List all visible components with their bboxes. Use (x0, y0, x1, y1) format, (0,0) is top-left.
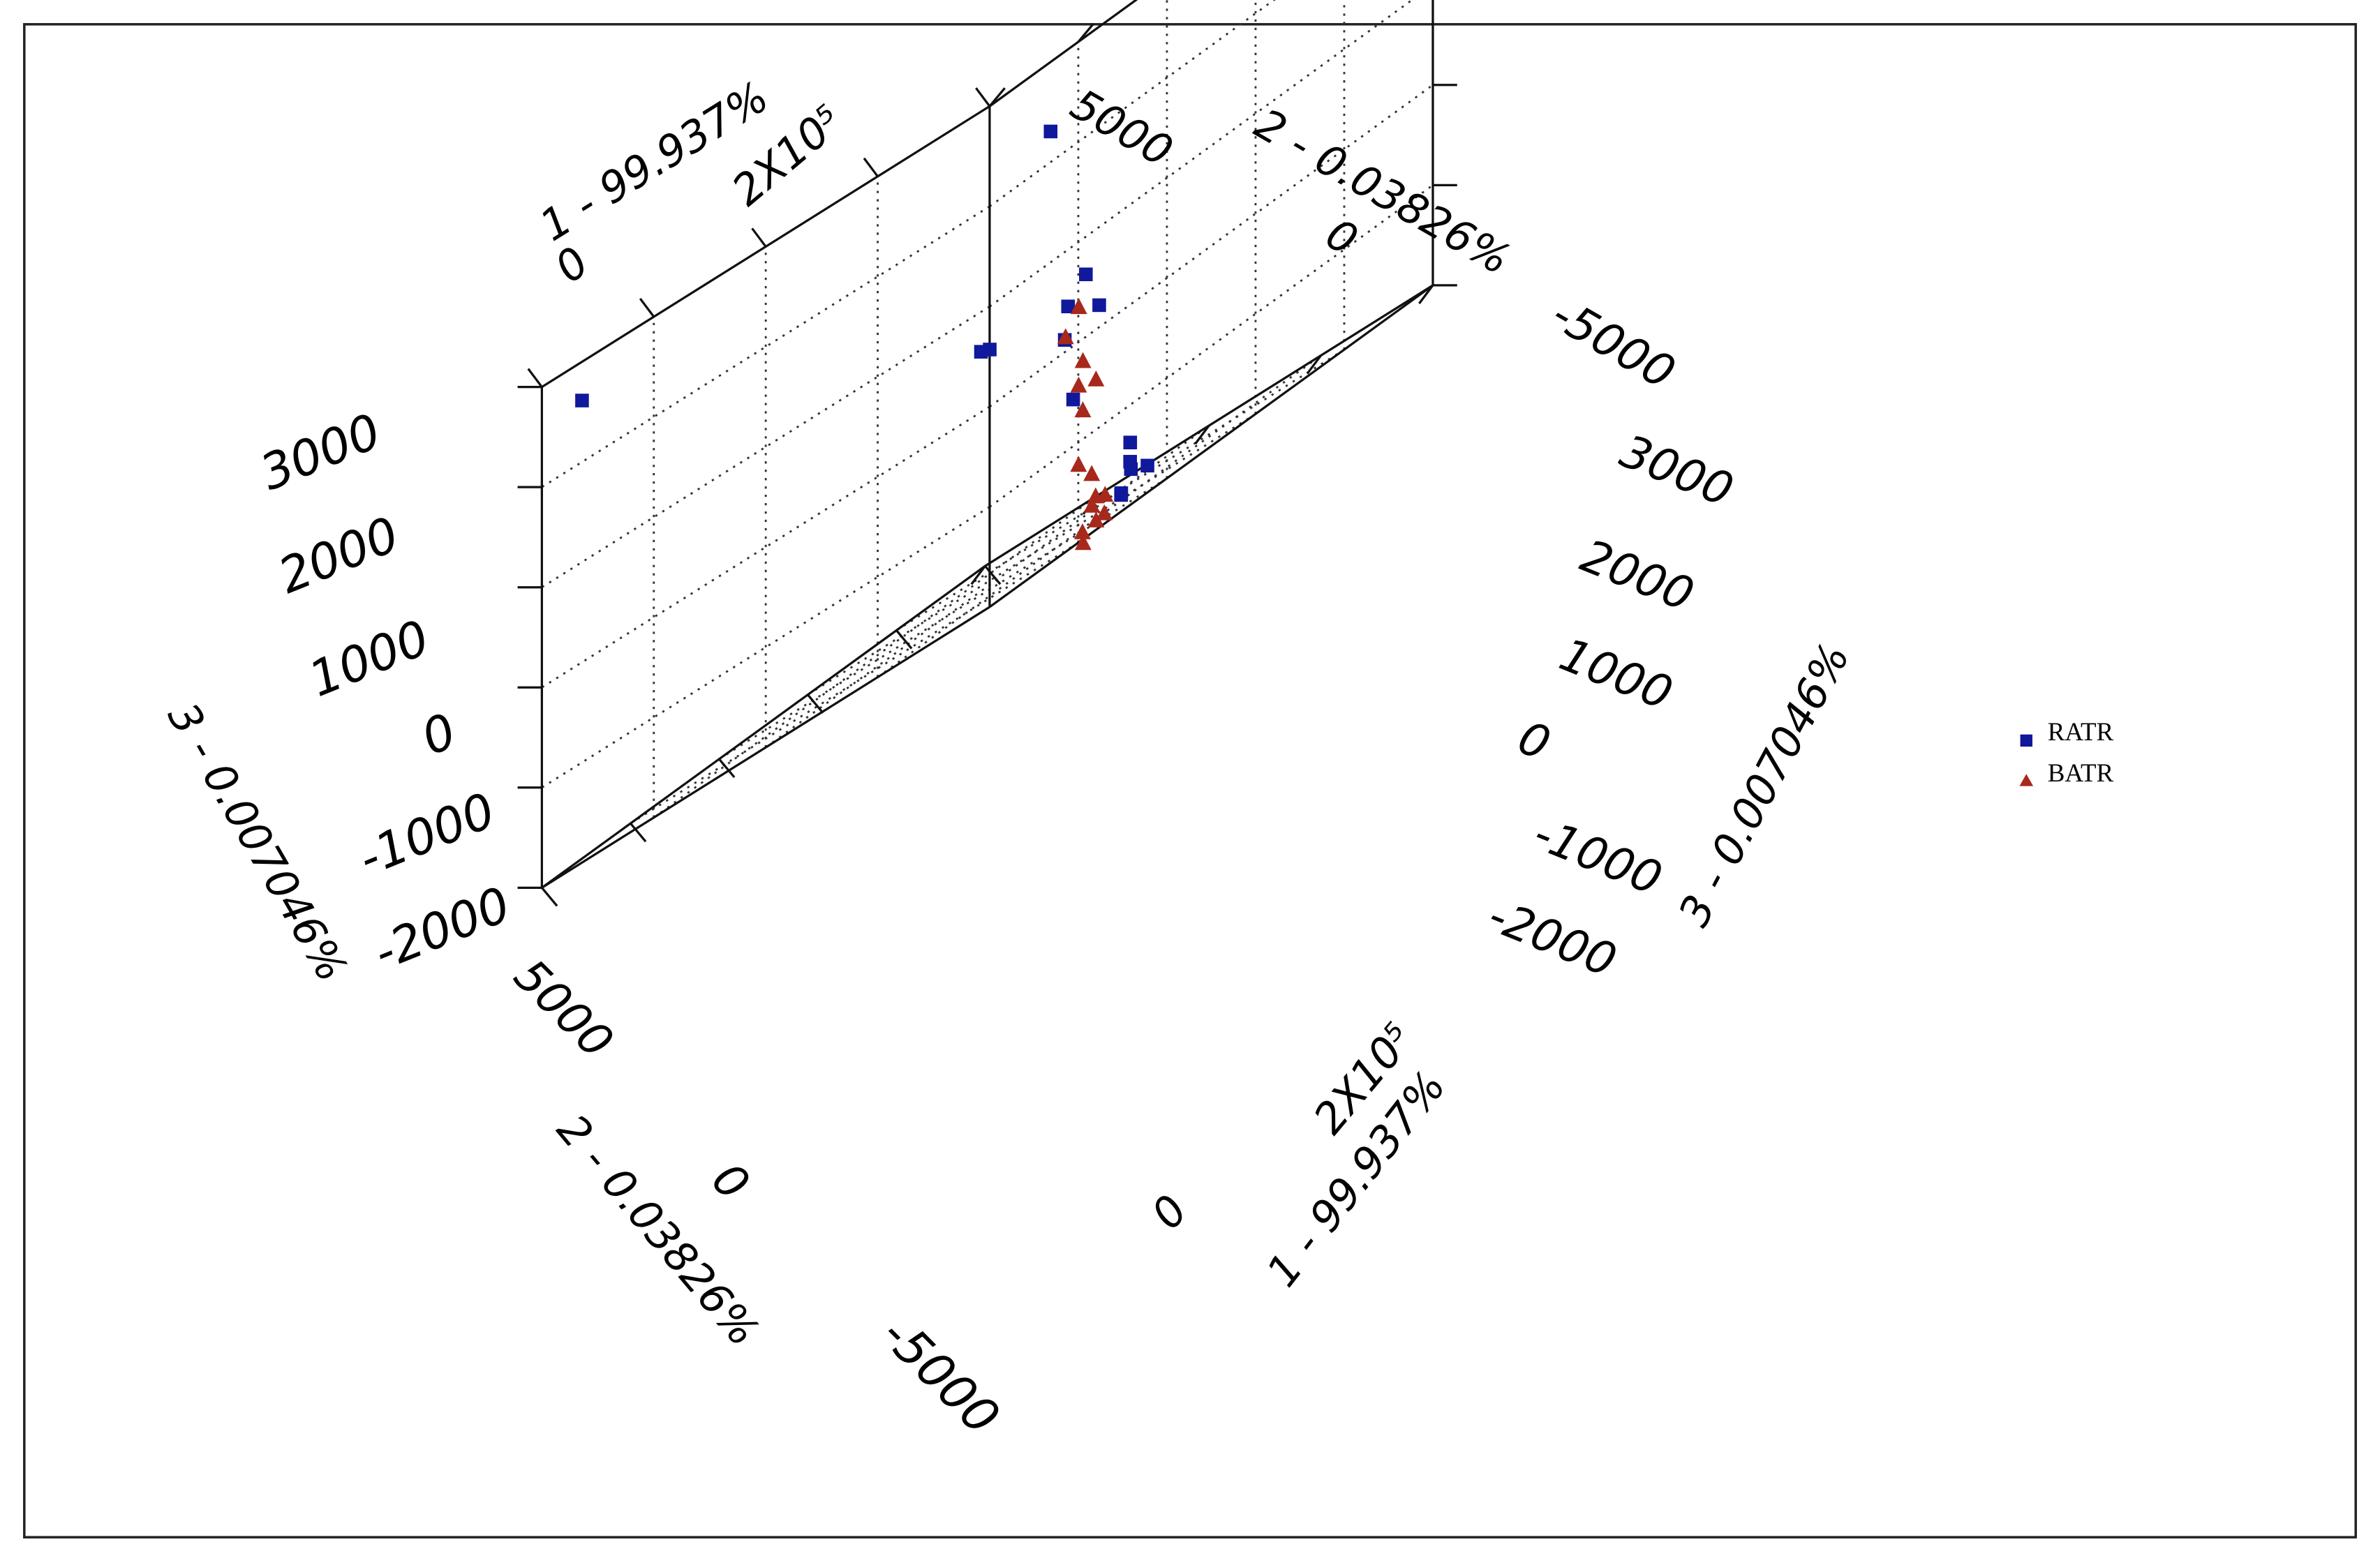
axis2-title-bottom: 2 - 0.03826% (547, 1105, 768, 1356)
tick-label-axis3-left-3000: 3000 (253, 403, 389, 502)
ratr-point-1 (1043, 124, 1058, 139)
tick-axis2-top-0 (975, 87, 991, 107)
tick-axis1-bottom-5 (984, 565, 1002, 585)
tick-label-axis3-right-1000: 1000 (1552, 628, 1679, 721)
tick-axis2-top-2 (751, 227, 767, 248)
ratr-point-0 (575, 394, 589, 407)
batr-point-10 (1074, 534, 1092, 551)
tick-label-axis2-top-5000: 5000 (1062, 80, 1181, 177)
tick-label-axis3-right-neg1000: -1000 (1526, 807, 1669, 906)
tick-axis1-bottom-3 (807, 694, 824, 714)
legend-triangle-marker (2019, 774, 2034, 786)
tick-axis2-top-1 (863, 157, 879, 177)
frame-edge-1 (541, 606, 990, 889)
tick-axis1-bottom-4 (895, 629, 913, 650)
ratr-point-5 (1061, 299, 1076, 313)
frame-edge-8 (541, 564, 986, 889)
tick-label-axis3-right-0: 0 (1510, 711, 1557, 771)
tick-label-axis3-left-neg1000: -1000 (351, 782, 503, 888)
tick-label-axis2-bottom-neg5000: -5000 (870, 1306, 1010, 1446)
tick-label-axis2-bottom-5000: 5000 (504, 949, 623, 1068)
gridline-floor-b2 (653, 495, 1098, 818)
tick-axis2-bottom-2 (1194, 425, 1210, 445)
tick-label-axis3-right-2000: 2000 (1574, 530, 1701, 622)
axis3-title-right: 3 - 0.007046% (1669, 635, 1860, 934)
tick-axis2-top-4 (527, 368, 543, 388)
tick-axis1-bottom-1 (630, 823, 647, 843)
ratr-point-4 (1079, 267, 1093, 282)
tick-axis1-top-1 (1077, 22, 1094, 43)
legend-label-ratr: RATR (2048, 717, 2114, 746)
legend: RATR BATR (2019, 717, 2114, 787)
batr-point-8 (1083, 465, 1101, 481)
ratr-point-8 (1066, 392, 1080, 407)
gridlines (541, 0, 1434, 825)
tick-label-axis3-left-1000: 1000 (302, 609, 438, 707)
tick-axis1-bottom-2 (718, 758, 736, 779)
batr-point-14 (1096, 504, 1113, 521)
tick-label-axis3-left-0: 0 (414, 703, 463, 767)
tick-label-axis3-right-neg2000: -2000 (1481, 889, 1623, 987)
gridline-floor-b1 (765, 424, 1210, 749)
tick-axis1-bottom-0 (541, 887, 558, 907)
batr-point-0 (1070, 298, 1087, 315)
tick-axis2-top-3 (639, 297, 655, 317)
ratr-point-6 (1092, 298, 1106, 313)
ratr-point-13 (1140, 458, 1154, 473)
ratr-point-9 (1123, 435, 1138, 449)
axis2-title-top: 2 - 0.03826% (1247, 99, 1519, 285)
tick-axis2-bottom-1 (1306, 354, 1322, 375)
tick-axis2-bottom-4 (970, 565, 986, 585)
batr-point-5 (1087, 370, 1105, 387)
batr-point-4 (1074, 401, 1092, 418)
tick-label-axis3-left-neg2000: -2000 (366, 876, 518, 982)
batr-point-7 (1083, 496, 1101, 513)
legend-label-batr: BATR (2048, 758, 2114, 787)
batr-point-13 (1087, 487, 1104, 504)
figure-border (23, 23, 2357, 1538)
tick-axis2-bottom-0 (1418, 284, 1434, 304)
data-points (575, 124, 1154, 551)
frame-edge-5 (988, 0, 1138, 107)
batr-point-1 (1057, 328, 1074, 345)
tick-axis1-top-0 (988, 87, 1006, 107)
gridline-wall1-c0 (989, 184, 1434, 508)
tick-label-axis2-bottom-0: 0 (701, 1153, 759, 1211)
tick-label-axis2-top-neg5000: -5000 (1542, 287, 1683, 400)
legend-square-marker (2020, 734, 2032, 747)
axis3-title-left: 3 - 0.007046% (158, 695, 357, 990)
ratr-point-14 (1114, 486, 1129, 500)
ratr-point-11 (1124, 462, 1138, 477)
tick-label-axis1-top-0: 0 (546, 237, 598, 292)
batr-point-2 (1070, 376, 1087, 393)
frame-edge-0 (988, 284, 1434, 608)
tick-label-axis1-bottom-0: 0 (1142, 1186, 1197, 1238)
batr-point-11 (1087, 511, 1105, 527)
axis1-title-top: 1 - 99.937% (532, 72, 778, 250)
tick-label-axis3-right-3000: 3000 (1613, 425, 1740, 518)
tick-label-axis3-left-2000: 2000 (271, 507, 407, 605)
batr-point-12 (1074, 523, 1091, 539)
tick-label-axis2-top-0: 0 (1318, 209, 1366, 266)
frame-edge-7 (984, 284, 1434, 567)
batr-point-3 (1074, 352, 1092, 368)
batr-point-6 (1070, 456, 1087, 472)
ratr-point-3 (974, 345, 988, 359)
